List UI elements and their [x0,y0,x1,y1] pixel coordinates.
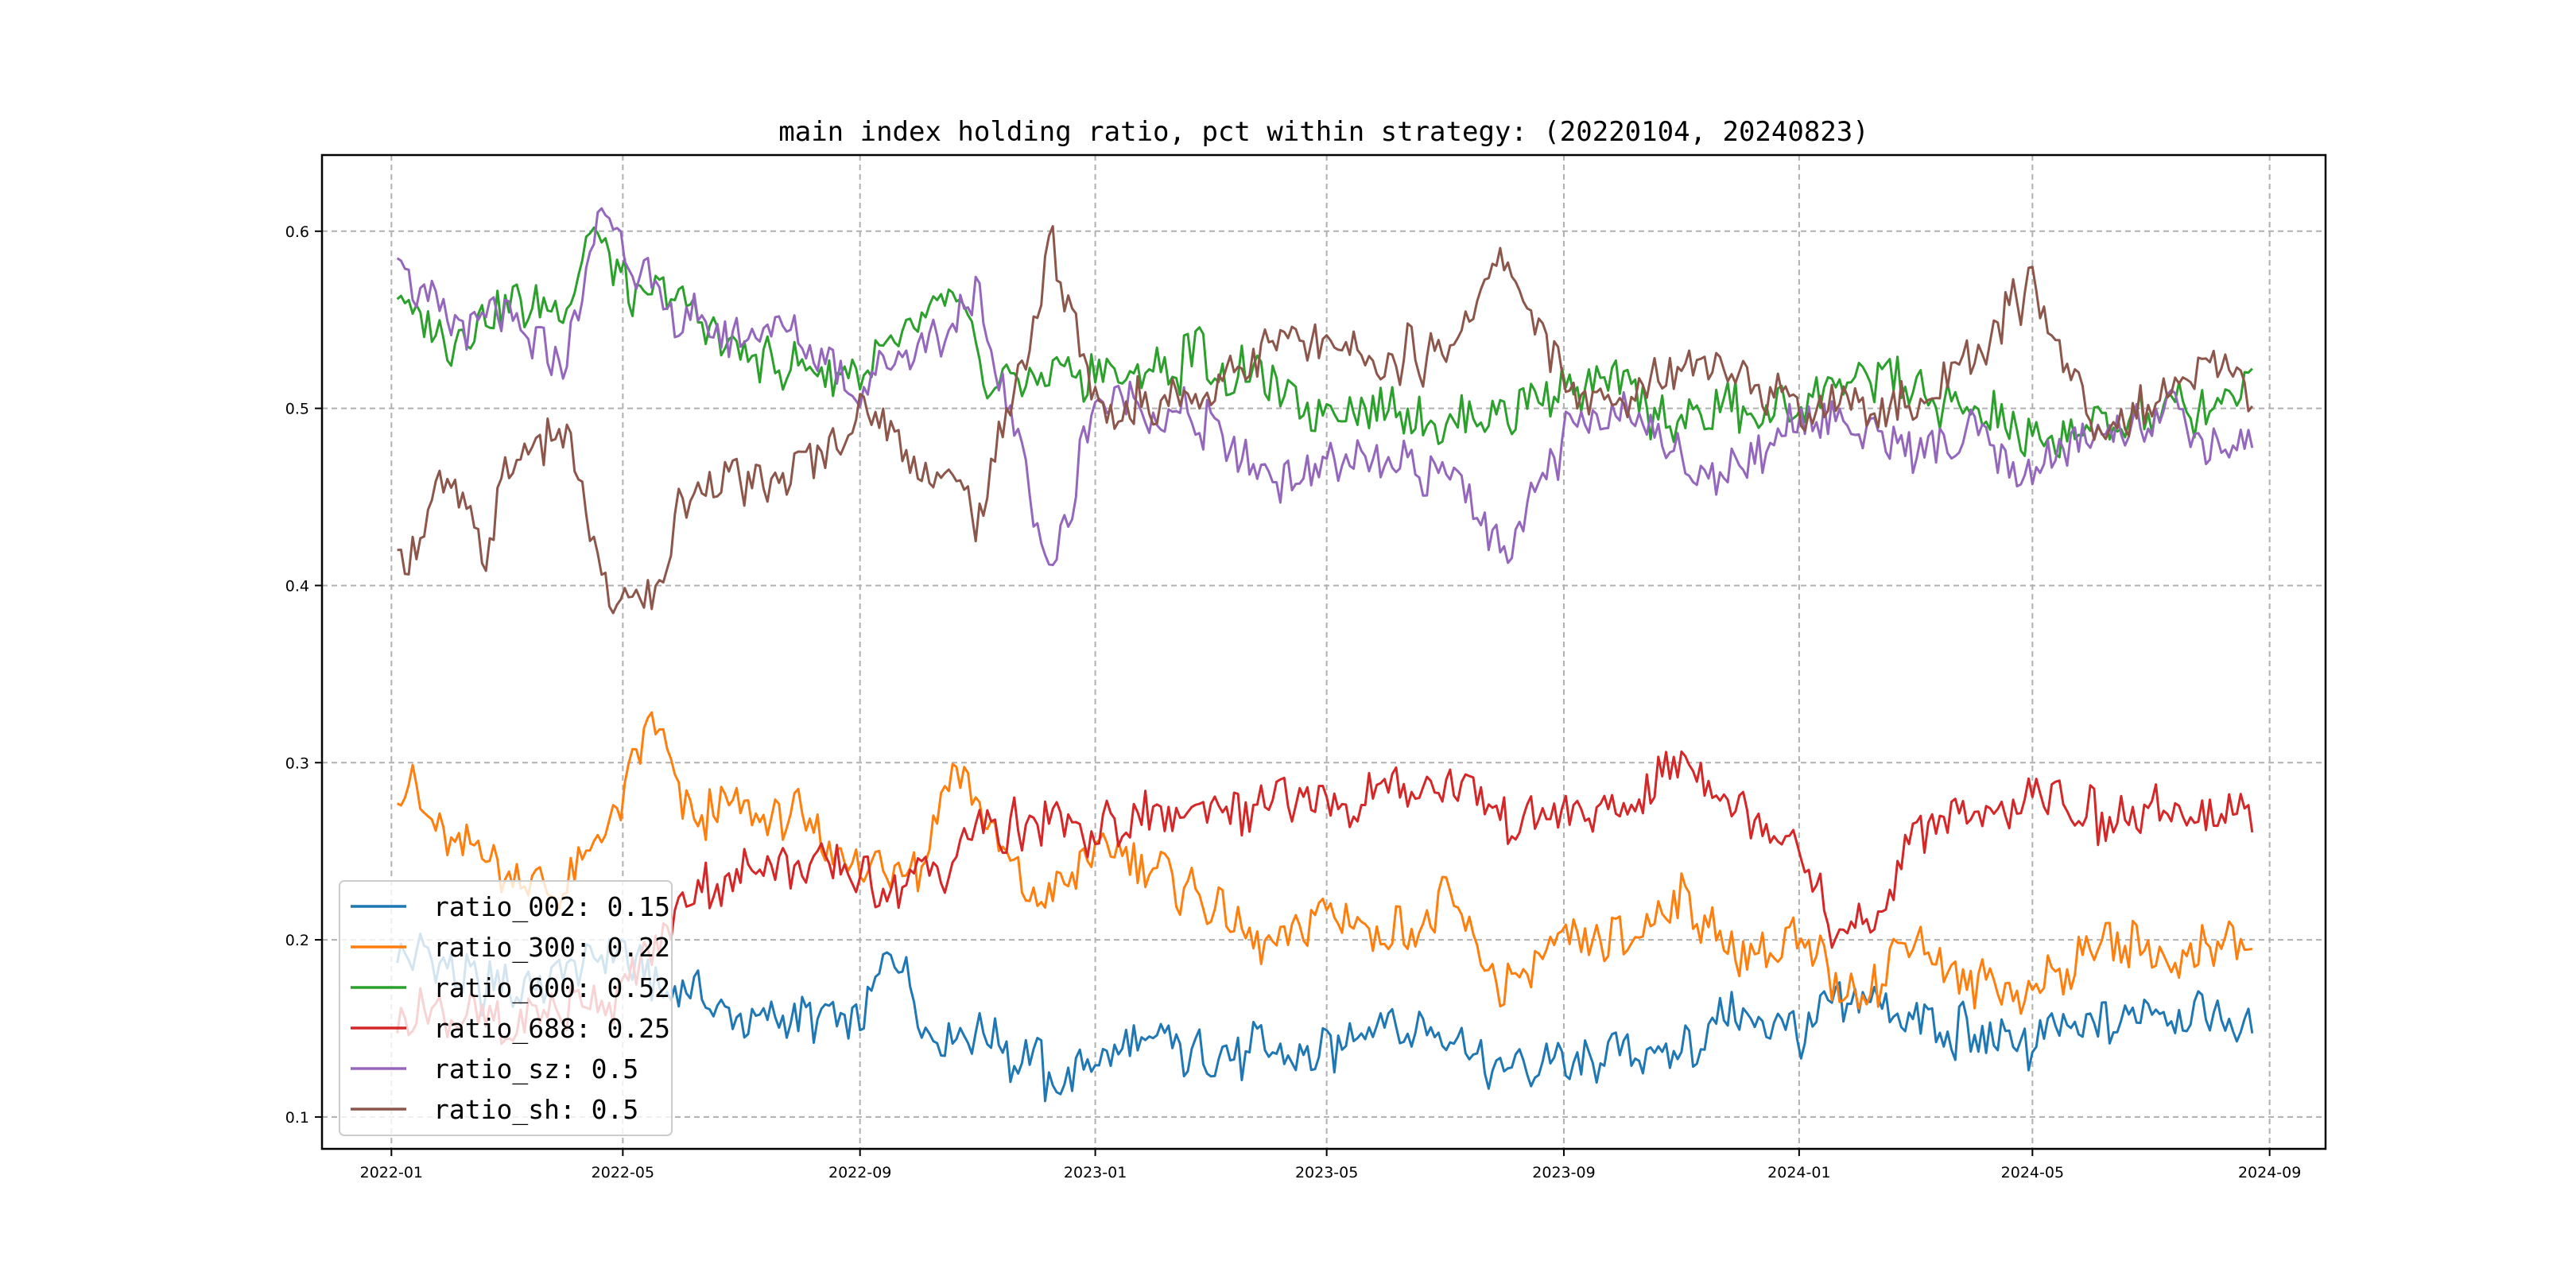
y-tick-label: 0.1 [285,1109,309,1127]
x-tick-label: 2022-01 [360,1164,423,1181]
y-tick-label: 0.2 [285,932,309,949]
legend-label-ratio_300: ratio_300: 0.22 [433,932,670,964]
y-tick-label: 0.3 [285,755,309,772]
x-tick-label: 2023-01 [1064,1164,1127,1181]
x-tick-label: 2023-09 [1532,1164,1595,1181]
y-tick-label: 0.5 [285,401,309,418]
series-line-ratio_sh [397,225,2253,615]
x-tick-label: 2023-05 [1295,1164,1358,1181]
series-line-ratio_688 [396,750,2254,1046]
legend-label-ratio_688: ratio_688: 0.25 [433,1013,670,1045]
x-tick-label: 2022-05 [592,1164,654,1181]
series-line-ratio_002 [396,932,2254,1103]
legend-label-ratio_002: ratio_002: 0.15 [433,891,670,923]
series-line-ratio_sz [396,207,2254,567]
series-line-ratio_300 [396,711,2253,1015]
x-tick-label: 2024-09 [2238,1164,2301,1181]
legend-label-ratio_600: ratio_600: 0.52 [433,972,670,1004]
y-tick-label: 0.4 [285,577,309,595]
y-axis-ticks: 0.1 0.2 0.3 0.4 0.5 0.6 [285,223,322,1127]
series-lines [396,207,2254,1103]
series-line-ratio_600 [396,226,2253,459]
x-tick-label: 2022-09 [828,1164,891,1181]
plot-frame [320,153,2327,1150]
legend: ratio_002: 0.15 ratio_300: 0.22 ratio_600:… [339,880,673,1136]
x-tick-label: 2024-05 [2001,1164,2064,1181]
legend-label-ratio_sh: ratio_sh: 0.5 [433,1094,638,1126]
chart-title: main index holding ratio, pct within str… [778,116,1868,148]
x-tick-label: 2024-01 [1767,1164,1830,1181]
legend-label-ratio_sz: ratio_sz: 0.5 [433,1053,638,1085]
x-axis-ticks: 2022-01 2022-05 2022-09 2023-01 2023-05 2023-… [360,1149,2301,1181]
legend-box [339,880,673,1136]
y-tick-label: 0.6 [285,223,309,241]
